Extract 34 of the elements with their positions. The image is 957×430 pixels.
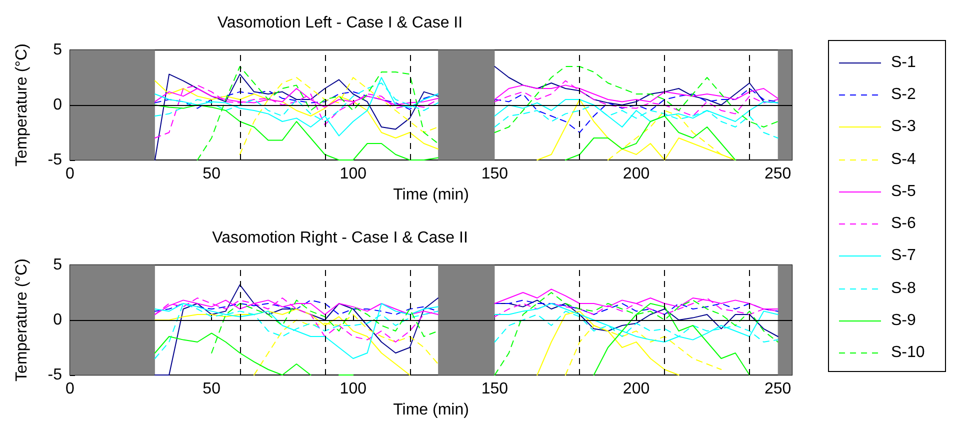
x-tick-label: 200 (622, 380, 650, 398)
x-tick-label: 100 (340, 380, 367, 398)
y-tick-label: 0 (53, 312, 62, 328)
y-tick-label: -5 (48, 152, 62, 168)
y-tick-label: 0 (53, 96, 62, 114)
legend-label: S-4 (891, 150, 916, 169)
legend-label: S-2 (891, 86, 916, 104)
y-tick-label: -5 (48, 366, 62, 384)
x-tick-label: 200 (622, 166, 650, 182)
legend-label: S-1 (891, 54, 916, 72)
x-tick-label: 150 (481, 166, 508, 182)
y-axis-title: Temperature (°C) (14, 258, 30, 382)
y-tick-label: 5 (53, 256, 62, 274)
x-axis-title: Time (min) (393, 401, 469, 418)
legend-label: S-3 (891, 118, 916, 136)
x-axis-title: Time (min) (393, 186, 469, 204)
x-tick-label: 250 (764, 166, 792, 182)
legend-label: S-7 (891, 247, 916, 266)
chart-title: Vasomotion Right - Case I & Case II (212, 230, 468, 246)
x-tick-label: 50 (202, 166, 221, 182)
legend-label: S-5 (891, 182, 916, 201)
x-tick-label: 50 (202, 380, 221, 398)
legend-label: S-8 (891, 280, 916, 298)
x-tick-label: 0 (66, 380, 75, 398)
x-tick-label: 150 (481, 380, 508, 398)
legend-label: S-10 (891, 344, 925, 362)
x-tick-label: 250 (764, 380, 792, 398)
x-tick-label: 0 (66, 166, 75, 182)
legend-label: S-9 (891, 312, 916, 330)
x-tick-label: 100 (340, 166, 367, 182)
y-tick-label: 5 (53, 42, 62, 58)
legend-label: S-6 (891, 215, 916, 234)
chart-title: Vasomotion Left - Case I & Case II (217, 14, 463, 32)
y-axis-title: Temperature (°C) (14, 44, 30, 166)
